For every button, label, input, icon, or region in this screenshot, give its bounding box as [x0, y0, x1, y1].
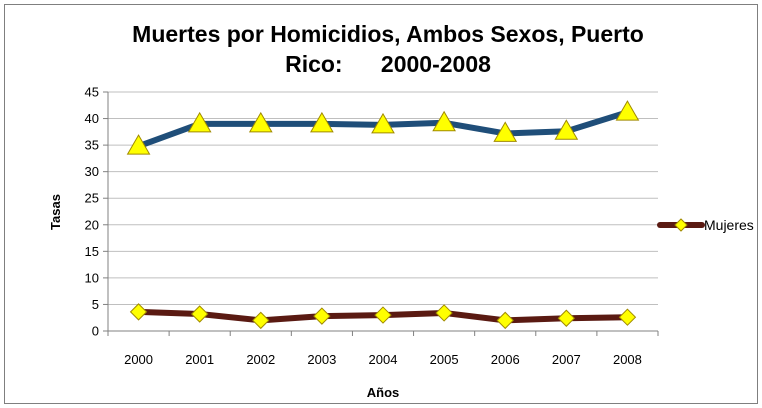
x-tick-label-2003: 2003 — [307, 352, 336, 367]
point-series-2-2005 — [435, 304, 453, 322]
x-tick-label-2000: 2000 — [124, 352, 153, 367]
y-tick-label-35: 35 — [85, 138, 99, 153]
point-series-2-2001 — [190, 305, 209, 323]
y-tick-labels: 0 5 10 15 20 25 30 35 40 45 — [85, 85, 99, 339]
x-tick-label-2008: 2008 — [613, 352, 642, 367]
point-series-2-2007 — [557, 309, 576, 327]
chart-frame — [4, 4, 758, 404]
x-tick-labels: 2000 2001 2002 2003 2004 2005 2006 2007 2008 — [124, 352, 642, 367]
point-series-2-2006 — [496, 311, 514, 330]
x-tick-label-2007: 2007 — [552, 352, 581, 367]
y-tick-label-45: 45 — [85, 85, 99, 100]
y-tick-label-0: 0 — [92, 324, 99, 339]
point-series-1-2008 — [615, 100, 640, 121]
point-series-2-2002 — [252, 311, 270, 330]
point-series-1-2001 — [187, 111, 212, 133]
y-tick-label-25: 25 — [85, 191, 99, 206]
point-series-2-2003 — [313, 307, 331, 325]
x-tick-label-2005: 2005 — [430, 352, 459, 367]
x-tick-label-2001: 2001 — [185, 352, 214, 367]
chart-title-line-1: Muertes por Homicidios, Ambos Sexos, Pue… — [132, 21, 644, 47]
y-tick-label-40: 40 — [85, 111, 99, 126]
y-tick-label-30: 30 — [85, 164, 99, 179]
y-tick-label-5: 5 — [92, 297, 99, 312]
series-1 — [126, 100, 640, 155]
series-group — [126, 100, 640, 330]
gridlines — [103, 91, 658, 332]
y-tick-label-10: 10 — [85, 270, 99, 285]
x-tick-label-2006: 2006 — [491, 352, 520, 367]
point-series-1-2003 — [310, 111, 334, 133]
legend-marker-mujeres — [674, 218, 688, 232]
x-tick-label-2002: 2002 — [246, 352, 275, 367]
point-series-2-2000 — [129, 303, 148, 321]
point-series-2-2008 — [618, 308, 637, 326]
point-series-1-2002 — [248, 111, 273, 133]
y-tick-label-20: 20 — [85, 217, 99, 232]
legend: Mujeres — [657, 217, 754, 233]
series-2 — [129, 303, 637, 330]
point-series-1-2000 — [126, 134, 151, 155]
y-axis-label: Tasas — [48, 194, 63, 230]
x-tick-label-2004: 2004 — [369, 352, 398, 367]
point-series-2-2004 — [374, 306, 392, 324]
point-series-1-2006 — [493, 121, 518, 142]
chart-title-line-2: Rico: 2000-2008 — [285, 51, 491, 77]
point-series-1-2007 — [554, 119, 579, 140]
y-tick-label-15: 15 — [85, 244, 99, 259]
legend-label-mujeres: Mujeres — [704, 217, 754, 233]
point-series-1-2005 — [432, 110, 456, 132]
x-axis-label: Años — [367, 385, 400, 400]
point-series-1-2004 — [371, 112, 395, 134]
axes — [107, 92, 659, 336]
